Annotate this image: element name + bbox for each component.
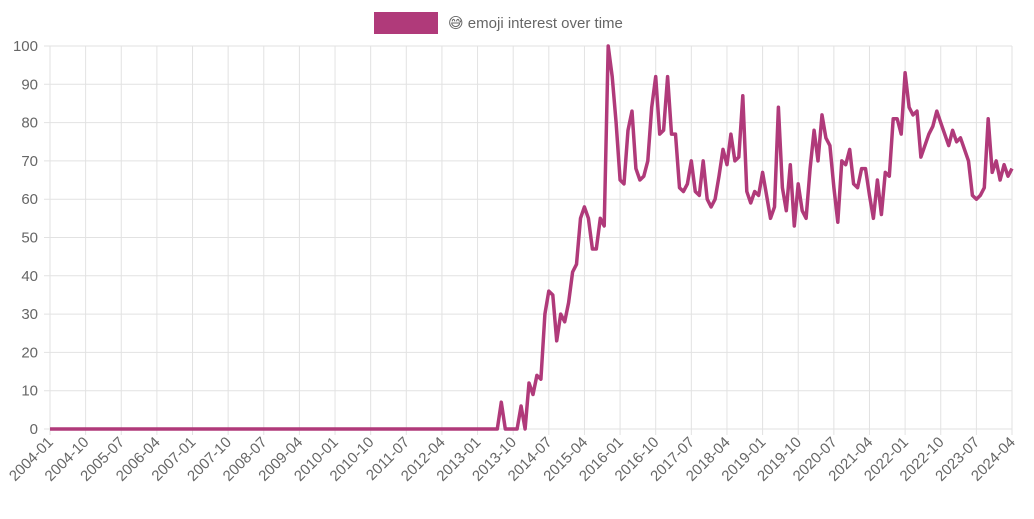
- y-tick-label: 90: [21, 76, 38, 93]
- y-tick-label: 100: [13, 38, 38, 55]
- y-tick-label: 30: [21, 306, 38, 323]
- y-tick-label: 10: [21, 383, 38, 400]
- y-tick-label: 0: [30, 421, 38, 438]
- y-tick-label: 70: [21, 153, 38, 170]
- y-tick-label: 40: [21, 268, 38, 285]
- line-series: [50, 44, 1014, 431]
- y-tick-label: 60: [21, 191, 38, 208]
- legend-label: 😅 emoji interest over time: [448, 15, 623, 32]
- y-tick-label: 50: [21, 230, 38, 247]
- y-tick-label: 20: [21, 344, 38, 361]
- y-tick-label: 80: [21, 115, 38, 132]
- legend-swatch: [374, 12, 438, 34]
